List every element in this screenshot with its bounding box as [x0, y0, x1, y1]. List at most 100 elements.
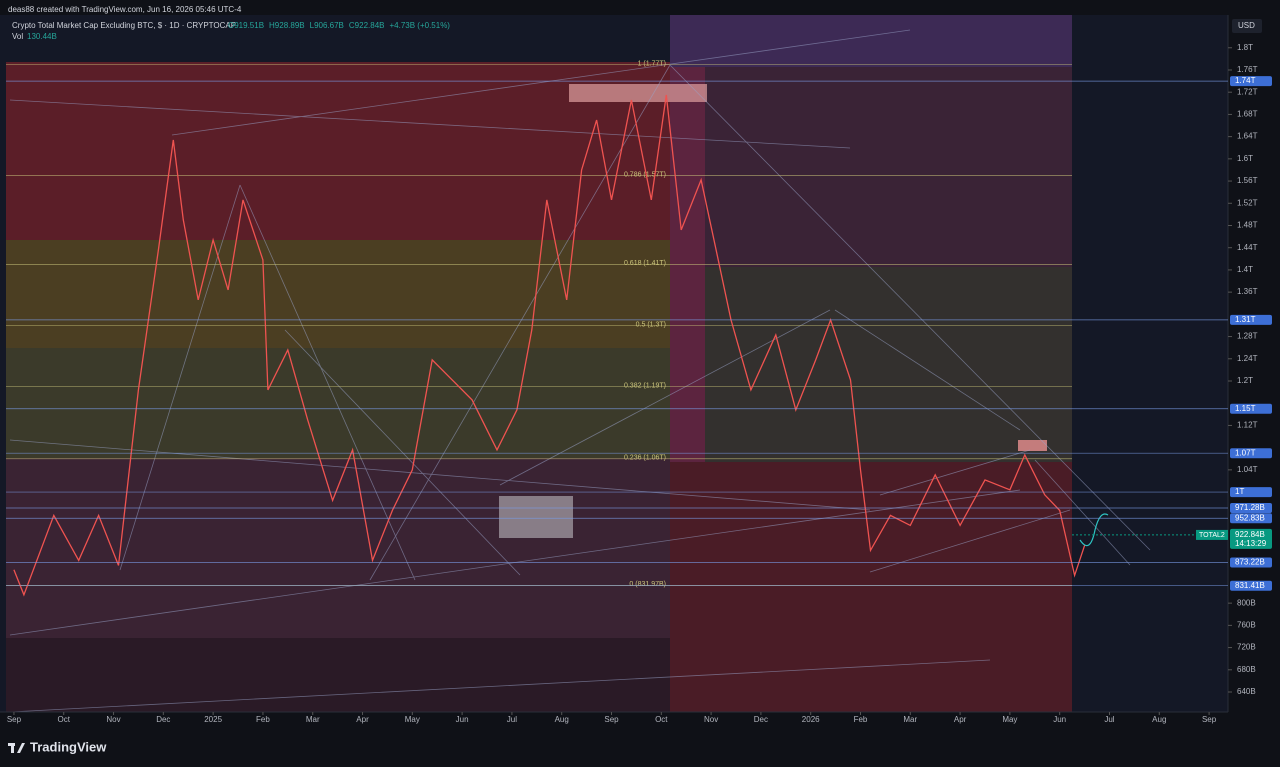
y-tick-label: 1.28T: [1237, 332, 1258, 341]
zone: [705, 267, 1072, 462]
y-tick-label: 1.2T: [1237, 376, 1253, 385]
x-tick-label: Dec: [754, 715, 768, 724]
level-box: [1230, 448, 1272, 459]
chart-title: Crypto Total Market Cap Excluding BTC, $…: [12, 21, 236, 30]
y-tick-label: 1.68T: [1237, 110, 1258, 119]
level-label: 952.83B: [1235, 513, 1265, 522]
last-price-box: [1230, 528, 1272, 549]
y-tick-label: 1.48T: [1237, 221, 1258, 230]
box: [569, 84, 707, 102]
volume-value: 130.44B: [27, 32, 57, 41]
x-tick-label: Sep: [1202, 715, 1217, 724]
y-tick-label: 1.8T: [1237, 43, 1253, 52]
fib-label: 0.382 (1.19T): [624, 382, 666, 389]
x-tick-label: Aug: [1152, 715, 1166, 724]
zone: [6, 638, 670, 712]
x-tick-label: Sep: [7, 715, 22, 724]
y-tick-label: 1.36T: [1237, 287, 1258, 296]
fib-label: 0.618 (1.41T): [624, 260, 666, 267]
x-tick-label: Apr: [356, 715, 369, 724]
y-tick-label: 1.6T: [1237, 154, 1253, 163]
y-tick-label: 1.4T: [1237, 265, 1253, 274]
x-tick-label: Jul: [1104, 715, 1114, 724]
level-box: [1230, 487, 1272, 498]
fib-label: 0 (831.97B): [629, 581, 666, 588]
x-tick-label: Mar: [903, 715, 917, 724]
level-label: 831.41B: [1235, 581, 1265, 590]
y-tick-label: 1.52T: [1237, 198, 1258, 207]
y-tick-label: 1.04T: [1237, 465, 1258, 474]
currency: USD: [1238, 21, 1255, 30]
y-tick-label: 640B: [1237, 687, 1256, 696]
level-box: [1230, 76, 1272, 87]
zone: [670, 462, 1072, 712]
brand-logo: [8, 743, 25, 753]
level-label: 1.07T: [1235, 448, 1256, 457]
fib-label: 0.5 (1.3T): [636, 321, 666, 328]
drawings: [9, 29, 1151, 713]
x-tick-label: Mar: [306, 715, 320, 724]
zone: [6, 62, 670, 240]
x-tick-label: Nov: [704, 715, 718, 724]
y-tick-label: 720B: [1237, 643, 1256, 652]
y-tick-label: 1.64T: [1237, 132, 1258, 141]
level-label: 873.22B: [1235, 558, 1265, 567]
x-tick-label: May: [405, 715, 420, 724]
level-box: [1230, 557, 1272, 568]
last-price-name-box: [1196, 529, 1228, 540]
credit: deas88 created with TradingView.com, Jun…: [8, 5, 242, 14]
y-tick-label: 1.56T: [1237, 176, 1258, 185]
x-tick-label: Nov: [106, 715, 120, 724]
zone: [670, 15, 1072, 67]
y-tick-label: 1.24T: [1237, 354, 1258, 363]
box: [1018, 440, 1047, 451]
ohlc-value: H928.89B: [269, 21, 305, 30]
ohlc-value: C922.84B: [349, 21, 385, 30]
x-tick-label: Sep: [604, 715, 619, 724]
level-box: [1230, 503, 1272, 514]
x-tick-label: Feb: [854, 715, 868, 724]
last-price-label: 922.84B: [1235, 530, 1265, 539]
countdown: 14:13:29: [1235, 539, 1267, 548]
level-box: [1230, 314, 1272, 325]
level-label: 1.31T: [1235, 315, 1256, 324]
x-tick-label: Apr: [954, 715, 967, 724]
price-line: [13, 94, 1086, 597]
volume-name: Vol: [12, 32, 23, 41]
x-tick-label: Aug: [555, 715, 569, 724]
y-tick-label: 1.72T: [1237, 87, 1258, 96]
x-tick-label: Dec: [156, 715, 170, 724]
level-label: 1.74T: [1235, 76, 1256, 85]
currency-box: [1232, 19, 1262, 33]
level-label: 1T: [1235, 487, 1244, 496]
x-tick-label: 2026: [802, 715, 820, 724]
level-box: [1230, 580, 1272, 591]
x-tick-label: 2025: [204, 715, 222, 724]
ohlc-value: +4.73B (+0.51%): [389, 21, 450, 30]
y-tick-label: 800B: [1237, 598, 1256, 607]
ohlc-value: L906.67B: [310, 21, 344, 30]
fib-label: 0.786 (1.57T): [624, 171, 666, 178]
y-tick-label: 760B: [1237, 620, 1256, 629]
y-tick-label: 1.44T: [1237, 243, 1258, 252]
x-tick-label: Jun: [1053, 715, 1066, 724]
x-tick-label: Jul: [507, 715, 517, 724]
brand: TradingView: [30, 739, 107, 754]
projection: [1079, 513, 1109, 547]
ohlc-value: O919.51B: [228, 21, 264, 30]
x-tick-label: Oct: [58, 715, 71, 724]
x-tick-label: Oct: [655, 715, 668, 724]
box: [499, 496, 573, 538]
y-tick-label: 1.76T: [1237, 65, 1258, 74]
fib-label: 0.236 (1.06T): [624, 455, 666, 462]
y-tick-label: 680B: [1237, 665, 1256, 674]
zone: [6, 240, 670, 348]
zone: [705, 67, 1072, 267]
x-tick-label: Feb: [256, 715, 270, 724]
last-price-name: TOTAL2: [1199, 532, 1225, 539]
level-label: 971.28B: [1235, 503, 1265, 512]
level-box: [1230, 513, 1272, 524]
fib-label: 1 (1.77T): [638, 60, 666, 67]
zone: [6, 348, 670, 458]
